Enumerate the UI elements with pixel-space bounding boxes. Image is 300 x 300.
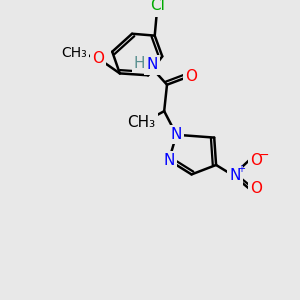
- Text: N: N: [171, 127, 182, 142]
- Text: CH₃: CH₃: [61, 46, 87, 60]
- Text: O: O: [185, 69, 197, 84]
- Text: −: −: [259, 149, 269, 162]
- Text: N: N: [163, 153, 175, 168]
- Text: N: N: [229, 168, 241, 183]
- Text: N: N: [146, 57, 158, 72]
- Text: CH₃: CH₃: [128, 115, 156, 130]
- Text: H: H: [134, 56, 146, 70]
- Text: O: O: [92, 51, 104, 66]
- Text: O: O: [250, 181, 262, 196]
- Text: Cl: Cl: [150, 0, 165, 13]
- Text: +: +: [237, 164, 244, 174]
- Text: O: O: [250, 153, 262, 168]
